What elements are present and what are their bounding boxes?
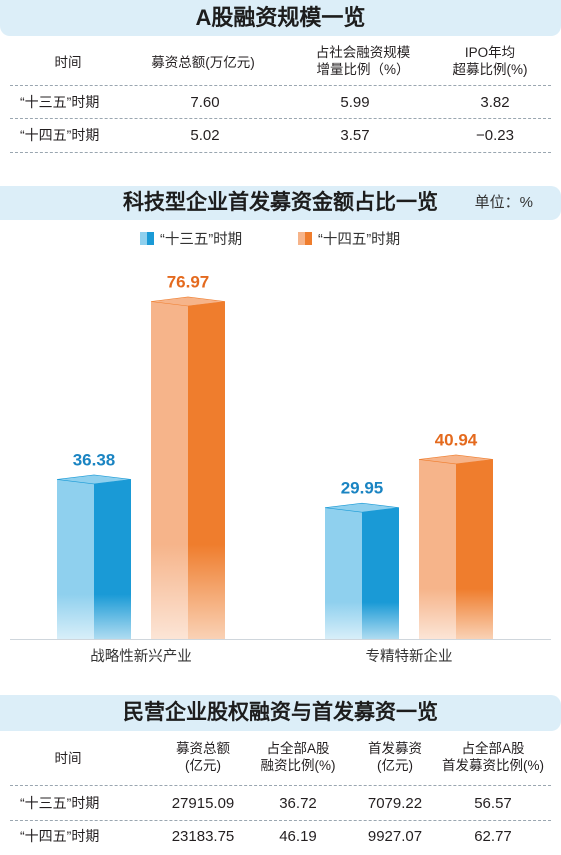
table2-cell: 9927.07 [367,828,423,845]
table2-cell: 46.19 [279,828,317,845]
bar-chart: 36.38 76.97 战略性新兴产业 29.95 40.94 专精特新企业 [10,272,551,665]
category-label: 战略性新兴产业 [90,648,192,665]
table2-cell: 36.72 [279,795,317,812]
table1-header-time: 时间 [54,55,82,70]
table2-divider [10,820,551,821]
table1-header-ipo: IPO年均 超募比例(%) [452,45,528,77]
table1-row-label: “十四五”时期 [20,127,100,143]
table1-cell: 5.02 [190,127,220,144]
table1-row-label: “十三五”时期 [20,94,100,110]
chart-unit-label: 单位：% [474,194,533,211]
legend-item-13th: “十三五”时期 [140,228,242,249]
bar-right-face [456,459,493,639]
legend-swatch-blue-icon [140,232,154,245]
table1-header-share: 占社会融资规模 增量比例（%） [315,45,411,77]
bar-right-face [362,507,399,639]
table2-header-total: 募资总额 (亿元) [176,741,230,773]
bar-right-face [94,479,131,639]
bar-value-label: 40.94 [435,430,478,449]
table1-cell: 3.57 [340,127,370,144]
bar-value-label: 76.97 [167,272,210,291]
table2-cell: 62.77 [474,828,512,845]
table2-title: 民营企业股权融资与首发募资一览 [123,701,438,724]
table2-header-time: 时间 [54,751,82,766]
table2-cell: 27915.09 [171,795,235,812]
category-label: 专精特新企业 [366,647,453,665]
bar-left-face [419,459,456,639]
table2-row-label: “十四五”时期 [20,828,100,844]
table2-header-ipo: 首发募资 (亿元) [368,741,422,773]
table1-cell: −0.23 [476,127,514,144]
table2-cell: 7079.22 [367,795,423,812]
table2-header-share: 占全部A股 融资比例(%) [260,741,336,773]
bar-left-face [57,479,94,639]
legend-label: “十四五”时期 [318,232,401,248]
table1-cell: 5.99 [340,94,370,111]
table2-divider [10,785,551,786]
bar-value-label: 29.95 [341,479,384,498]
bar-top-cap [56,474,132,485]
bar-top-cap [418,454,494,465]
chart-title: 科技型企业首发募资金额占比一览 [123,191,438,214]
table2-row-label: “十三五”时期 [20,795,100,811]
chart-title-banner: 科技型企业首发募资金额占比一览 单位：% [0,186,561,220]
legend-swatch-orange-icon [298,232,312,245]
table1-cell: 3.82 [480,94,510,111]
bar-right-face [188,301,225,639]
table1-title: A股融资规模一览 [195,5,366,30]
bar-left-face [325,507,362,639]
table2-title-banner: 民营企业股权融资与首发募资一览 [0,695,561,731]
table2-header-ipo-share: 占全部A股 首发募资比例(%) [442,741,544,773]
table1-title-banner: A股融资规模一览 [0,0,561,36]
table1-divider [10,118,551,119]
table1-cell: 7.60 [190,94,220,111]
table2-cell: 23183.75 [171,828,235,845]
legend-label: “十三五”时期 [160,232,243,248]
table1-divider [10,85,551,86]
bar-top-cap [150,296,226,307]
table1-divider [10,152,551,153]
legend-item-14th: “十四五”时期 [298,228,400,249]
table2-cell: 56.57 [474,795,512,812]
bar-left-face [151,301,188,639]
bar-top-cap [324,502,400,513]
bar-value-label: 36.38 [73,450,116,469]
table1-header-total: 募资总额(万亿元) [151,55,255,70]
